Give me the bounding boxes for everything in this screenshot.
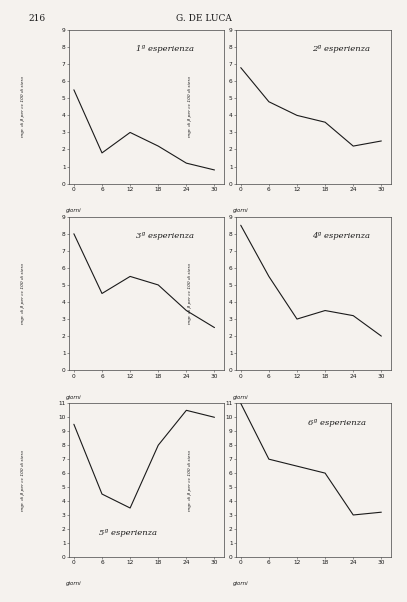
Text: 5ª esperienza: 5ª esperienza [99, 529, 157, 537]
Text: G. DE LUCA: G. DE LUCA [175, 14, 232, 23]
Text: 3ª esperienza: 3ª esperienza [136, 232, 194, 240]
Text: giorni: giorni [66, 395, 82, 400]
Text: mgr. di β per cc 100 di siero: mgr. di β per cc 100 di siero [21, 450, 25, 510]
Text: 1ª esperienza: 1ª esperienza [136, 46, 194, 54]
Text: mgr. di β per cc 100 di siero: mgr. di β per cc 100 di siero [21, 263, 25, 324]
Text: 216: 216 [28, 14, 46, 23]
Text: mgr. di β per cc 100 di siero: mgr. di β per cc 100 di siero [188, 76, 192, 137]
Text: 6ª esperienza: 6ª esperienza [308, 419, 365, 427]
Text: 2ª esperienza: 2ª esperienza [312, 46, 370, 54]
Text: mgr. di β per cc 100 di siero: mgr. di β per cc 100 di siero [188, 263, 192, 324]
Text: giorni: giorni [66, 582, 82, 586]
Text: giorni: giorni [233, 208, 249, 213]
Text: mgr. di β per cc 100 di siero: mgr. di β per cc 100 di siero [21, 76, 25, 137]
Text: mgr. di β per cc 100 di siero: mgr. di β per cc 100 di siero [188, 450, 192, 510]
Text: giorni: giorni [66, 208, 82, 213]
Text: giorni: giorni [233, 395, 249, 400]
Text: 4ª esperienza: 4ª esperienza [312, 232, 370, 240]
Text: giorni: giorni [233, 582, 249, 586]
